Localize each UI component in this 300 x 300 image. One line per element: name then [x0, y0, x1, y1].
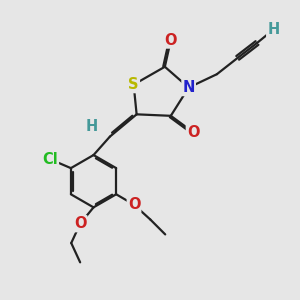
Text: O: O — [187, 125, 199, 140]
Text: Cl: Cl — [42, 152, 58, 167]
Text: H: H — [86, 119, 98, 134]
Text: O: O — [165, 32, 177, 47]
Text: H: H — [267, 22, 280, 37]
Text: O: O — [128, 197, 140, 212]
Text: S: S — [128, 77, 139, 92]
Text: O: O — [74, 216, 86, 231]
Text: N: N — [182, 80, 195, 95]
